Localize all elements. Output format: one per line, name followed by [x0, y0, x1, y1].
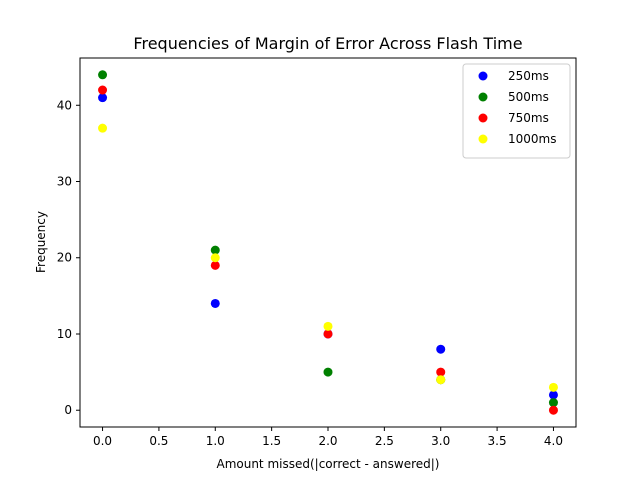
y-tick-label: 20 — [57, 251, 72, 265]
data-point-1000ms — [323, 321, 333, 331]
data-point-1000ms — [210, 253, 220, 263]
data-point-250ms — [210, 298, 220, 308]
x-tick-label: 0.5 — [149, 434, 168, 448]
data-point-1000ms — [98, 123, 108, 133]
ticks-layer: 0.0 0.5 1.0 1.5 2.0 2.5 3.0 3.5 4.0 0 10 20 30 40 — [57, 98, 563, 448]
legend: 250ms 500ms 750ms 1000ms — [462, 63, 571, 159]
data-point-500ms — [98, 70, 108, 80]
y-axis-label: Frequency — [34, 211, 48, 273]
legend-marker — [478, 92, 488, 102]
y-tick-label: 40 — [57, 98, 72, 112]
legend-label: 500ms — [508, 90, 549, 104]
x-tick-label: 1.5 — [262, 434, 281, 448]
data-point-250ms — [548, 390, 558, 400]
points-layer — [98, 70, 558, 415]
x-tick-label: 2.5 — [375, 434, 394, 448]
x-tick-label: 4.0 — [544, 434, 563, 448]
x-tick-label: 3.0 — [431, 434, 450, 448]
data-point-250ms — [436, 344, 446, 354]
x-axis-label: Amount missed(|correct - answered|) — [216, 457, 439, 471]
chart-title: Frequencies of Margin of Error Across Fl… — [133, 34, 522, 53]
data-point-500ms — [548, 398, 558, 408]
x-tick-label: 2.0 — [318, 434, 337, 448]
data-point-250ms — [98, 93, 108, 103]
x-tick-label: 3.5 — [488, 434, 507, 448]
legend-marker — [478, 134, 488, 144]
data-point-750ms — [323, 329, 333, 339]
legend-label: 250ms — [508, 69, 549, 83]
legend-box — [462, 63, 571, 159]
x-tick-label: 1.0 — [206, 434, 225, 448]
data-point-500ms — [210, 245, 220, 255]
legend-marker — [478, 113, 488, 123]
y-tick-label: 30 — [57, 175, 72, 189]
legend-label: 1000ms — [508, 132, 556, 146]
data-point-1000ms — [548, 382, 558, 392]
plot-frame — [79, 57, 577, 428]
data-point-750ms — [548, 405, 558, 415]
data-point-750ms — [436, 367, 446, 377]
data-point-1000ms — [436, 375, 446, 385]
x-tick-label: 0.0 — [93, 434, 112, 448]
legend-marker — [478, 71, 488, 81]
legend-label: 750ms — [508, 111, 549, 125]
y-tick-label: 10 — [57, 327, 72, 341]
data-point-750ms — [210, 260, 220, 270]
data-point-500ms — [323, 367, 333, 377]
data-point-750ms — [98, 85, 108, 95]
y-tick-label: 0 — [64, 403, 72, 417]
